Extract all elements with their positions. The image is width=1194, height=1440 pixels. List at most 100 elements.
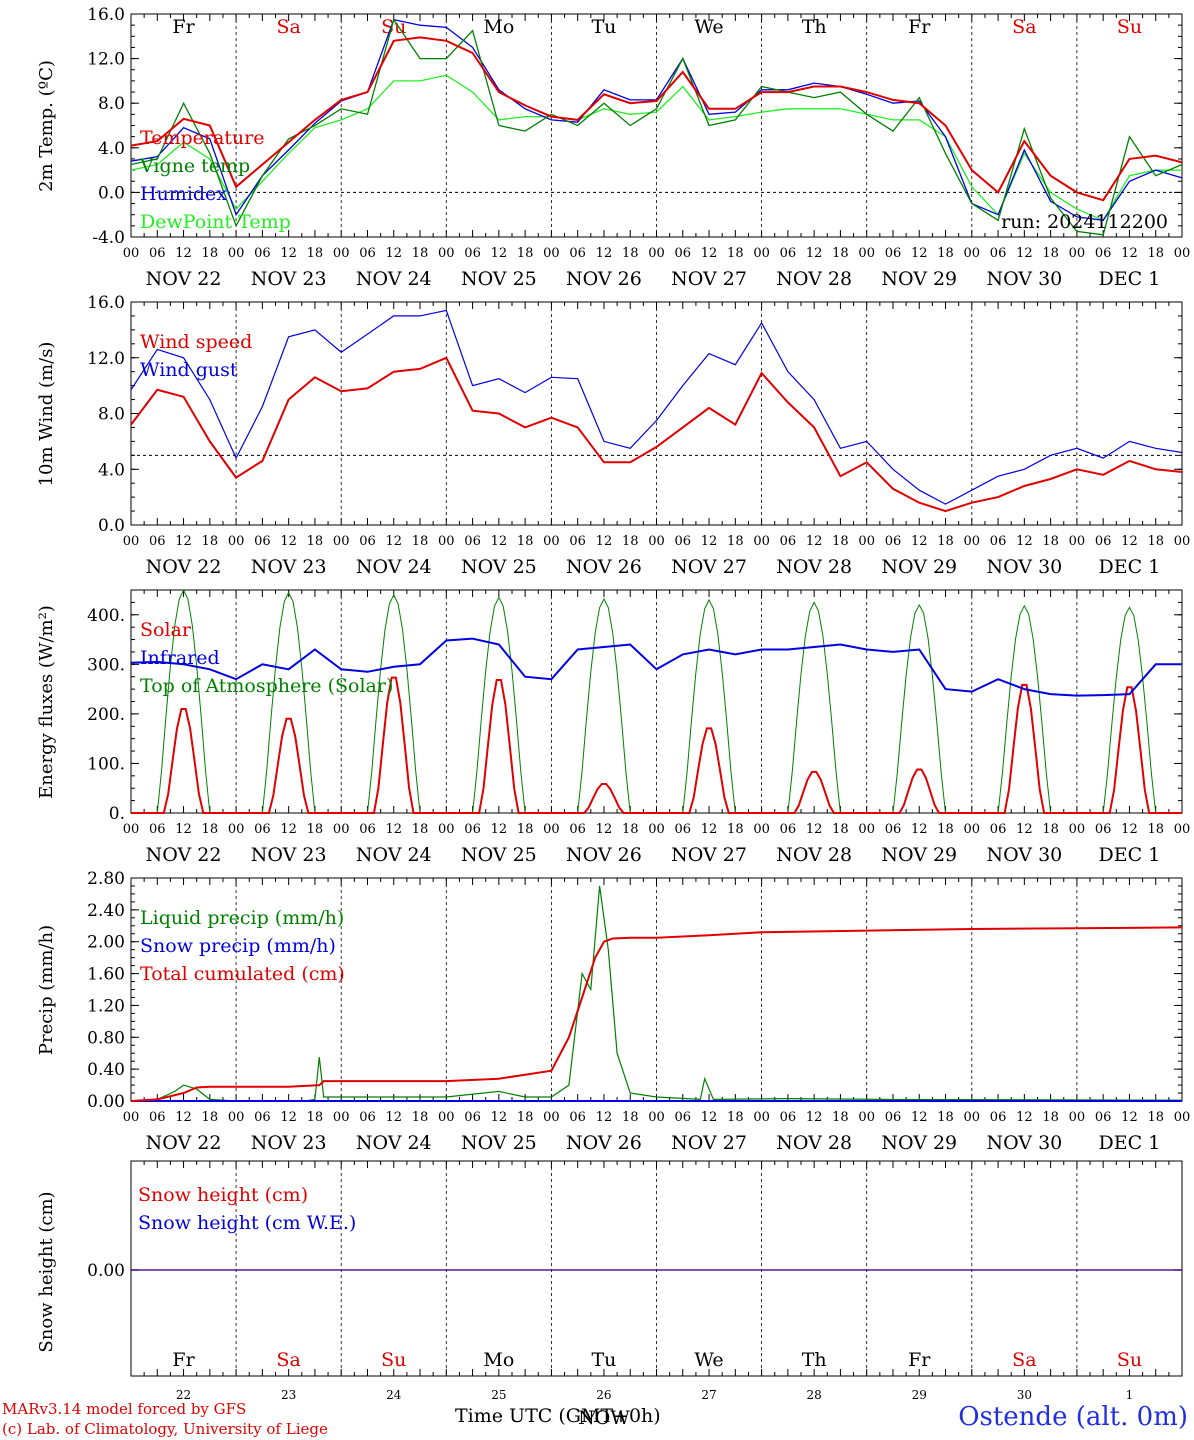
hour-label: 18	[412, 534, 429, 549]
y-tick-label: 12.0	[87, 349, 125, 369]
weekday-label: Tu	[591, 16, 616, 38]
hour-label: 00	[123, 246, 140, 261]
series-line	[761, 601, 867, 814]
hour-label: 12	[491, 246, 508, 261]
day-number: 24	[386, 1388, 402, 1402]
hour-label: 18	[202, 822, 219, 837]
hour-label: 12	[1016, 1110, 1033, 1125]
hour-label: 12	[280, 1110, 297, 1125]
date-label: NOV 27	[671, 1132, 747, 1154]
hour-label: 12	[491, 822, 508, 837]
hour-label: 00	[858, 534, 875, 549]
hour-label: 18	[1042, 246, 1059, 261]
series-line	[131, 708, 237, 814]
panel-frame	[130, 301, 1183, 526]
hour-label: 18	[727, 246, 744, 261]
series-line	[130, 926, 1183, 1102]
date-label: NOV 23	[251, 268, 327, 290]
hour-label: 00	[753, 822, 770, 837]
hour-label: 18	[1147, 534, 1164, 549]
series-line	[866, 768, 972, 814]
date-label: DEC 1	[1099, 268, 1161, 290]
y-tick-label: 4.0	[98, 460, 125, 480]
date-label: NOV 27	[671, 556, 747, 578]
hour-label: 06	[149, 1110, 166, 1125]
panel-5: Fr Sa Su Mo Tu We Th Fr Sa Su	[130, 1160, 1183, 1377]
hour-label: 06	[780, 1110, 797, 1125]
date-label: NOV 22	[146, 1132, 222, 1154]
hour-label: 18	[832, 246, 849, 261]
day-number: 30	[1017, 1388, 1032, 1402]
weekday-label: Fr	[908, 16, 931, 38]
hour-label: 18	[622, 246, 639, 261]
y-tick-label: 0.00	[87, 1092, 125, 1112]
date-label: NOV 26	[566, 844, 642, 866]
series-line	[341, 593, 447, 814]
hour-label: 06	[675, 822, 692, 837]
y-axis-title: 10m Wind (m/s)	[36, 342, 57, 487]
hour-label: 12	[1121, 1110, 1138, 1125]
hour-label: 18	[517, 246, 534, 261]
series-line	[236, 717, 342, 814]
date-label: NOV 28	[776, 844, 852, 866]
series-line	[341, 676, 447, 814]
date-label: NOV 27	[671, 844, 747, 866]
y-axis-title: 2m Temp. (ºC)	[36, 60, 57, 192]
station-name: Ostende (alt. 0m)	[958, 1402, 1188, 1432]
y-tick-label: 0.00	[87, 1261, 125, 1281]
date-label: NOV 25	[461, 1132, 537, 1154]
weekday-label: Fr	[172, 16, 195, 38]
series-line	[1076, 686, 1182, 814]
y-tick-label: 16.0	[87, 293, 125, 313]
day-number: 27	[701, 1388, 716, 1402]
legend-entry: Total cumulated (cm)	[140, 963, 345, 985]
date-label: NOV 29	[881, 844, 957, 866]
hour-label: 12	[1016, 246, 1033, 261]
day-number: 26	[596, 1388, 611, 1402]
hour-label: 06	[569, 246, 586, 261]
hour-label: 00	[228, 534, 245, 549]
hour-label: 12	[280, 246, 297, 261]
hour-label: 00	[648, 534, 665, 549]
hour-label: 18	[307, 1110, 324, 1125]
hour-label: 06	[780, 246, 797, 261]
hour-label: 00	[1174, 822, 1191, 837]
hour-label: 06	[359, 822, 376, 837]
hour-label: 00	[1069, 534, 1086, 549]
hour-label: 18	[727, 534, 744, 549]
hour-label: 12	[280, 534, 297, 549]
y-tick-label: 400.	[87, 606, 125, 626]
legend-entry: Snow height (cm W.E.)	[138, 1212, 356, 1234]
hour-label: 06	[464, 1110, 481, 1125]
weekday-label: Fr	[172, 1349, 195, 1371]
date-label: NOV 28	[776, 268, 852, 290]
series-line	[971, 604, 1077, 814]
hour-label: 06	[990, 534, 1007, 549]
hour-label: 06	[780, 822, 797, 837]
hour-label: 12	[701, 822, 718, 837]
day-number: 29	[912, 1388, 927, 1402]
weekday-label: Sa	[1012, 16, 1036, 38]
hour-label: 12	[1121, 246, 1138, 261]
weekday-label: Su	[381, 1349, 406, 1371]
y-tick-label: 1.60	[87, 965, 125, 985]
hour-label: 18	[832, 534, 849, 549]
hour-label: 06	[464, 246, 481, 261]
date-label: NOV 27	[671, 268, 747, 290]
date-label: NOV 28	[776, 1132, 852, 1154]
hour-label: 06	[569, 1110, 586, 1125]
series-line	[866, 603, 972, 814]
hour-label: 18	[937, 822, 954, 837]
hour-label: 18	[412, 822, 429, 837]
series-line	[551, 783, 657, 814]
hour-label: 18	[832, 822, 849, 837]
hour-label: 00	[543, 534, 560, 549]
hour-label: 18	[1147, 1110, 1164, 1125]
hour-label: 12	[280, 822, 297, 837]
hour-label: 18	[1042, 534, 1059, 549]
date-label: NOV 26	[566, 1132, 642, 1154]
hour-label: 00	[858, 1110, 875, 1125]
weekday-label: Sa	[276, 1349, 300, 1371]
legend-entry: Vigne temp	[139, 155, 250, 177]
date-label: NOV 25	[461, 844, 537, 866]
